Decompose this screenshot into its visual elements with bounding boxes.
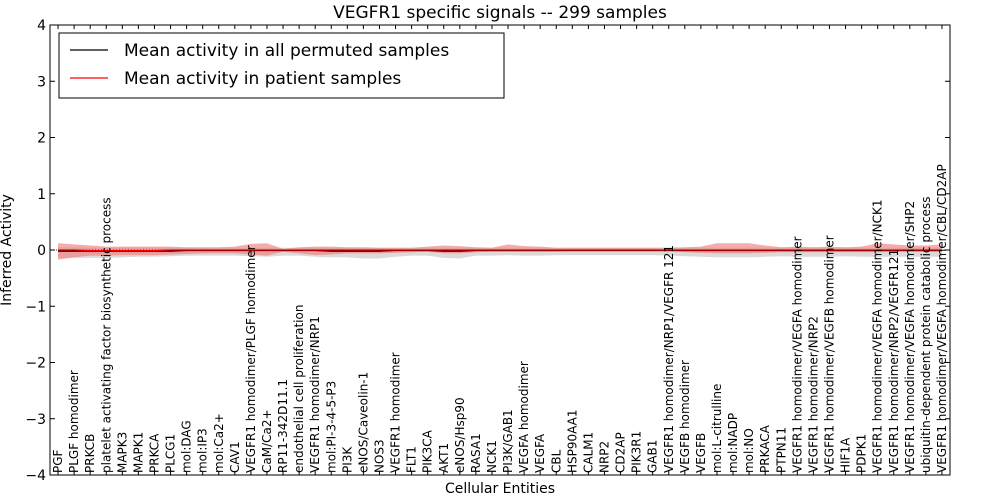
- category-label: eNOS/Hsp90: [453, 397, 467, 473]
- y-tick-label: −4: [25, 468, 46, 484]
- y-tick-label: 3: [37, 74, 46, 90]
- y-tick-label: −3: [25, 412, 46, 428]
- category-label: NCK1: [485, 440, 499, 473]
- category-label: CBL: [549, 449, 563, 473]
- category-label: MAPK3: [115, 432, 129, 473]
- series-line-0: [58, 249, 942, 252]
- category-label: VEGFA: [533, 433, 547, 473]
- y-axis: −4 −3 −2 −1 0 1 2 3 4: [25, 18, 950, 484]
- category-label: NOS3: [372, 439, 386, 473]
- category-label: VEGFR1 homodimer/NRP1: [308, 316, 322, 473]
- category-label: VEGFR1 homodimer/NRP2: [806, 316, 820, 473]
- category-label: RASA1: [469, 433, 483, 473]
- y-tick-label: −1: [25, 299, 46, 315]
- category-label: VEGFR1 homodimer/VEGFA homodimer/SHP2: [903, 201, 917, 473]
- category-label: VEGFR1 homodimer/VEGFA homodimer: [790, 236, 804, 473]
- x-axis-label: Cellular Entities: [445, 481, 555, 497]
- category-label: PIK3R1: [630, 431, 644, 473]
- category-label: VEGFA homodimer: [517, 361, 531, 473]
- legend-entry: Mean activity in all permuted samples: [124, 41, 449, 61]
- category-label: CAV1: [228, 441, 242, 473]
- category-label: VEGFR1 homodimer/VEGFB homodimer: [822, 235, 836, 473]
- category-label: mol:NADP: [726, 413, 740, 473]
- category-label: platelet activating factor biosynthetic …: [99, 197, 113, 473]
- y-tick-label: 2: [37, 131, 46, 147]
- category-label: NRP2: [597, 441, 611, 473]
- category-label: endothelial cell proliferation: [292, 305, 306, 473]
- category-label: HSP90AA1: [565, 409, 579, 473]
- category-label: PRKACA: [758, 424, 772, 473]
- category-label: VEGFR1 homodimer: [389, 352, 403, 473]
- series-lines: [58, 249, 942, 252]
- series-line-1: [58, 249, 942, 252]
- legend-box: [58, 32, 505, 99]
- category-label: PTPN11: [774, 427, 788, 473]
- category-label: mol:IP3: [196, 428, 210, 473]
- category-label: VEGFR1 homodimer/NRP2/VEGFR121: [887, 249, 901, 473]
- category-label: PI3K/GAB1: [501, 409, 515, 473]
- category-label: GAB1: [646, 440, 660, 473]
- category-label: CD2AP: [614, 432, 628, 473]
- category-label: FLT1: [405, 446, 419, 473]
- category-label: PLGF homodimer: [67, 370, 81, 473]
- category-label: PRKCA: [147, 433, 161, 473]
- category-label: RP11-342D11.1: [276, 379, 290, 473]
- y-axis-label: Inferred Activity: [0, 194, 15, 306]
- category-label: VEGFR1 homodimer/VEGFA homodimer/NCK1: [871, 199, 885, 473]
- category-label: PLCG1: [164, 434, 178, 473]
- legend: Mean activity in all permuted samples Mea…: [58, 32, 505, 99]
- confidence-bands: [50, 243, 950, 260]
- category-label: PGF: [51, 449, 65, 473]
- category-label: PDPK1: [855, 434, 869, 473]
- category-label: eNOS/Caveolin-1: [356, 372, 370, 473]
- category-label: mol:PI-3-4-5-P3: [324, 381, 338, 473]
- band-series-1: [58, 243, 942, 260]
- chart-title: VEGFR1 specific signals -- 299 samples: [333, 3, 667, 23]
- category-label: VEGFR1 homodimer/VEGFA homodimer/CBL/CD2…: [935, 164, 949, 473]
- category-label: ubiquitin-dependent protein catabolic pr…: [919, 197, 933, 473]
- category-label: mol:L-citrulline: [710, 384, 724, 473]
- y-tick-label: 1: [37, 187, 46, 203]
- category-label: mol:DAG: [180, 420, 194, 473]
- y-tick-label: 4: [37, 18, 46, 34]
- category-label: VEGFR1 homodimer/PLGF homodimer: [244, 245, 258, 473]
- y-tick-label: −2: [25, 356, 46, 372]
- category-label: PI3K: [340, 446, 354, 473]
- y-tick-label: 0: [37, 243, 46, 259]
- legend-entry: Mean activity in patient samples: [124, 69, 401, 89]
- x-axis: PGF PLGF homodimer PRKCB platelet activatin…: [51, 25, 949, 475]
- category-label: PIK3CA: [421, 429, 435, 473]
- category-label: mol:Ca2+: [212, 413, 226, 473]
- category-label: MAPK1: [131, 432, 145, 473]
- category-label: VEGFR1 homodimer/NRP1/VEGFR 121: [662, 245, 676, 473]
- category-label: CALM1: [581, 432, 595, 473]
- category-label: HIF1A: [839, 437, 853, 473]
- category-label: PRKCB: [83, 434, 97, 473]
- category-label: AKT1: [437, 443, 451, 473]
- category-label: VEGFB: [694, 433, 708, 473]
- category-label: CaM/Ca2+: [260, 409, 274, 473]
- category-label: VEGFB homodimer: [678, 360, 692, 473]
- category-label: mol:NO: [742, 428, 756, 473]
